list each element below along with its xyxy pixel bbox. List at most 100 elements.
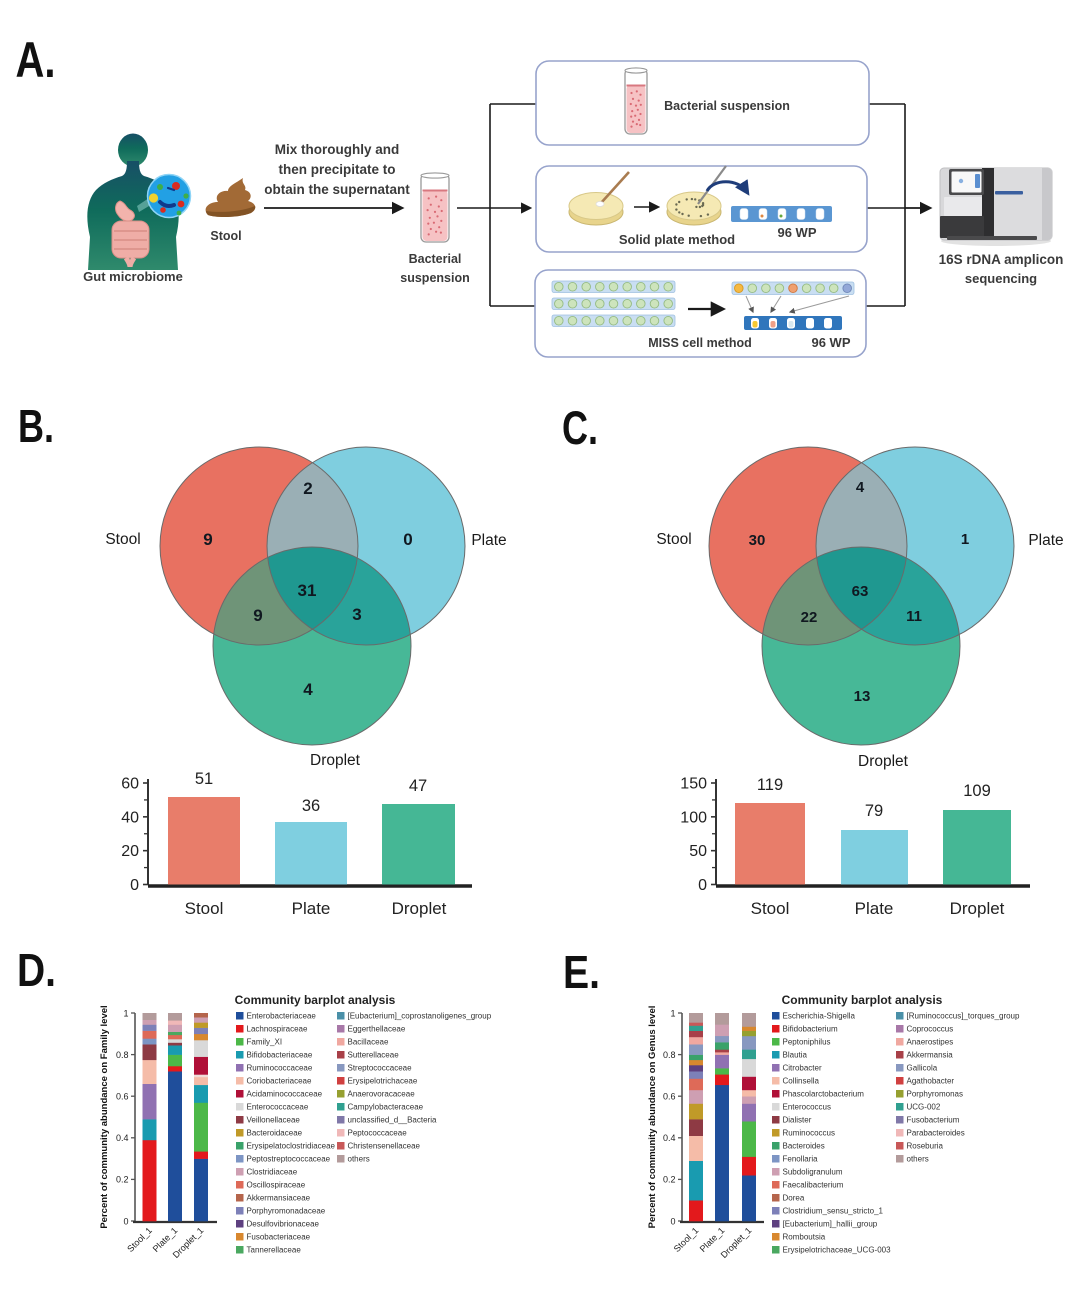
svg-text:Clostridiaceae: Clostridiaceae <box>247 1168 298 1177</box>
svg-text:Plate: Plate <box>471 532 506 549</box>
svg-text:C.: C. <box>562 401 598 454</box>
svg-text:36: 36 <box>302 797 320 815</box>
svg-text:1: 1 <box>670 1008 675 1018</box>
svg-text:then precipitate to: then precipitate to <box>278 162 395 177</box>
svg-text:Porphyromonas: Porphyromonas <box>907 1090 963 1099</box>
svg-text:150: 150 <box>680 776 707 793</box>
svg-text:51: 51 <box>195 770 213 788</box>
svg-text:0.2: 0.2 <box>116 1175 129 1185</box>
svg-text:Bacterial suspension: Bacterial suspension <box>664 99 790 113</box>
svg-text:11: 11 <box>906 608 922 625</box>
svg-text:Plate: Plate <box>1028 532 1063 549</box>
svg-text:Parabacteroides: Parabacteroides <box>907 1129 965 1138</box>
svg-text:0: 0 <box>123 1216 128 1226</box>
svg-text:D.: D. <box>17 944 56 996</box>
svg-text:Community barplot analysis: Community barplot analysis <box>235 993 396 1007</box>
svg-text:Stool: Stool <box>185 899 224 918</box>
svg-text:Anaerovoracaceae: Anaerovoracaceae <box>348 1090 416 1099</box>
svg-text:0.4: 0.4 <box>116 1133 129 1143</box>
svg-text:Community barplot analysis: Community barplot analysis <box>782 993 943 1007</box>
svg-text:Desulfovibrionaceae: Desulfovibrionaceae <box>247 1220 320 1229</box>
svg-text:20: 20 <box>121 843 139 860</box>
svg-text:2: 2 <box>303 479 312 498</box>
svg-text:Erysipelotrichaceae: Erysipelotrichaceae <box>348 1077 418 1086</box>
svg-text:Dorea: Dorea <box>783 1194 805 1203</box>
svg-text:Stool: Stool <box>656 531 691 548</box>
svg-text:Subdoligranulum: Subdoligranulum <box>783 1168 843 1177</box>
svg-text:Phascolarctobacterium: Phascolarctobacterium <box>783 1090 865 1099</box>
svg-text:sequencing: sequencing <box>965 271 1037 286</box>
svg-text:Porphyromonadaceae: Porphyromonadaceae <box>247 1207 326 1216</box>
svg-text:Erysipelatoclostridiaceae: Erysipelatoclostridiaceae <box>247 1142 336 1151</box>
svg-text:0.8: 0.8 <box>116 1050 129 1060</box>
svg-text:Coriobacteriaceae: Coriobacteriaceae <box>247 1077 312 1086</box>
svg-text:[Eubacterium]_hallii_group: [Eubacterium]_hallii_group <box>783 1220 878 1229</box>
svg-text:63: 63 <box>852 583 869 600</box>
svg-text:Droplet: Droplet <box>310 752 361 769</box>
svg-text:[Eubacterium]_coprostanoligene: [Eubacterium]_coprostanoligenes_group <box>348 1012 492 1021</box>
svg-text:47: 47 <box>409 777 427 795</box>
svg-text:1: 1 <box>123 1008 128 1018</box>
svg-text:Faecalibacterium: Faecalibacterium <box>783 1181 844 1190</box>
svg-text:Fusobacteriaceae: Fusobacteriaceae <box>247 1233 311 1242</box>
svg-text:Erysipelotrichaceae_UCG-003: Erysipelotrichaceae_UCG-003 <box>783 1246 892 1255</box>
svg-text:0.6: 0.6 <box>663 1092 676 1102</box>
svg-text:4: 4 <box>303 680 313 699</box>
svg-text:Peptoniphilus: Peptoniphilus <box>783 1038 831 1047</box>
svg-text:Fusobacterium: Fusobacterium <box>907 1116 960 1125</box>
svg-text:Collinsella: Collinsella <box>783 1077 820 1086</box>
svg-text:E.: E. <box>563 946 600 998</box>
svg-text:Coprococcus: Coprococcus <box>907 1025 954 1034</box>
svg-text:Family_XI: Family_XI <box>247 1038 283 1047</box>
svg-text:Enterococcaceae: Enterococcaceae <box>247 1103 309 1112</box>
svg-text:Roseburia: Roseburia <box>907 1142 944 1151</box>
svg-text:Stool: Stool <box>105 531 140 548</box>
svg-text:Mix thoroughly and: Mix thoroughly and <box>275 142 400 157</box>
svg-text:0.4: 0.4 <box>663 1133 676 1143</box>
svg-text:Eggerthellaceae: Eggerthellaceae <box>348 1025 406 1034</box>
svg-text:50: 50 <box>689 843 707 860</box>
svg-text:Plate: Plate <box>292 899 331 918</box>
svg-text:Plate: Plate <box>855 899 894 918</box>
svg-text:109: 109 <box>963 782 991 800</box>
svg-text:119: 119 <box>757 776 783 794</box>
svg-text:1: 1 <box>961 531 969 548</box>
svg-text:[Ruminococcus]_torques_group: [Ruminococcus]_torques_group <box>907 1012 1021 1021</box>
svg-text:31: 31 <box>298 581 317 600</box>
svg-text:Akkermansia: Akkermansia <box>907 1051 954 1060</box>
svg-text:100: 100 <box>680 809 707 826</box>
svg-text:Christensenellaceae: Christensenellaceae <box>348 1142 421 1151</box>
svg-text:Solid plate method: Solid plate method <box>619 232 735 247</box>
svg-text:30: 30 <box>749 532 766 549</box>
svg-text:Bacillaceae: Bacillaceae <box>348 1038 389 1047</box>
svg-text:0.8: 0.8 <box>663 1050 676 1060</box>
svg-text:Bacteroides: Bacteroides <box>783 1142 825 1151</box>
svg-text:B.: B. <box>18 400 54 452</box>
svg-text:Romboutsia: Romboutsia <box>783 1233 826 1242</box>
svg-text:Sutterellaceae: Sutterellaceae <box>348 1051 400 1060</box>
svg-text:22: 22 <box>801 609 818 626</box>
svg-text:40: 40 <box>121 809 139 826</box>
svg-text:9: 9 <box>253 606 262 625</box>
svg-text:60: 60 <box>121 776 139 793</box>
svg-text:0: 0 <box>670 1216 675 1226</box>
svg-text:Lachnospiraceae: Lachnospiraceae <box>247 1025 308 1034</box>
svg-text:Stool: Stool <box>751 899 790 918</box>
svg-text:others: others <box>907 1155 929 1164</box>
svg-text:Droplet: Droplet <box>950 899 1005 918</box>
svg-text:Fenollaria: Fenollaria <box>783 1155 819 1164</box>
svg-text:UCG-002: UCG-002 <box>907 1103 941 1112</box>
svg-text:Streptococcaceae: Streptococcaceae <box>348 1064 413 1073</box>
svg-text:0: 0 <box>698 877 707 894</box>
svg-text:Gallicola: Gallicola <box>907 1064 938 1073</box>
svg-text:unclassified_d__Bacteria: unclassified_d__Bacteria <box>348 1116 437 1125</box>
svg-text:96 WP: 96 WP <box>777 225 816 240</box>
svg-text:Gut microbiome: Gut microbiome <box>83 269 183 284</box>
svg-text:Oscillospiraceae: Oscillospiraceae <box>247 1181 306 1190</box>
svg-text:suspension: suspension <box>400 271 469 285</box>
svg-text:96 WP: 96 WP <box>811 335 850 350</box>
svg-text:Percent of community abundance: Percent of community abundance on Genus … <box>647 1006 658 1229</box>
svg-text:Campylobacteraceae: Campylobacteraceae <box>348 1103 424 1112</box>
svg-text:Veillonellaceae: Veillonellaceae <box>247 1116 301 1125</box>
svg-text:Enterococcus: Enterococcus <box>783 1103 831 1112</box>
